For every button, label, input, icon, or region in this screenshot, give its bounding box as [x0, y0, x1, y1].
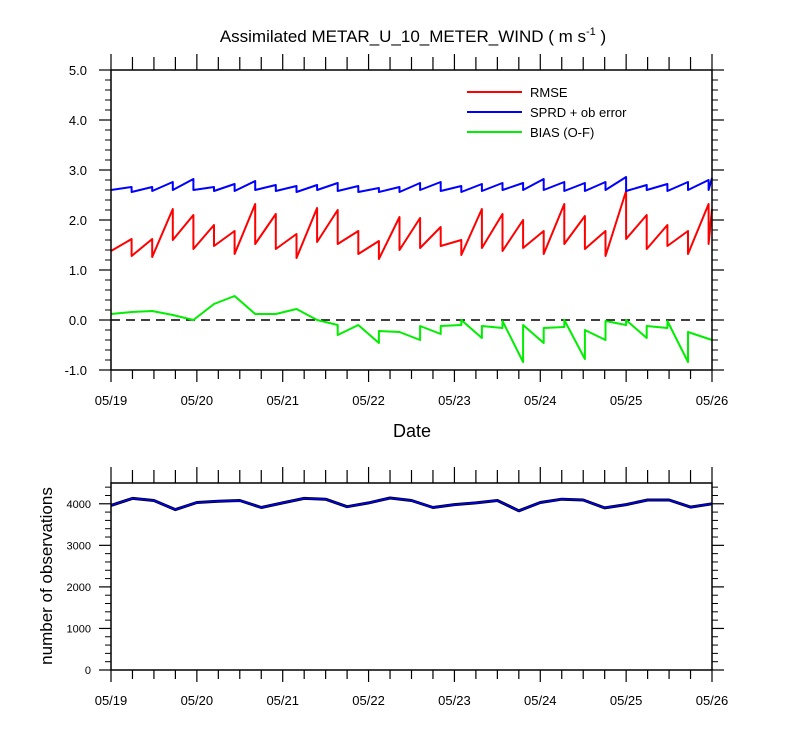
chart-title-end: ) [596, 27, 606, 46]
bottom-series-layer [110, 496, 713, 513]
chart-title: Assimilated METAR_U_10_METER_WIND ( m s-… [220, 26, 606, 46]
top-chart: Assimilated METAR_U_10_METER_WIND ( m s-… [65, 26, 729, 441]
x-tick-label: 05/26 [696, 393, 729, 408]
x-tick-label: 05/19 [95, 693, 128, 708]
legend: RMSE SPRD + ob error BIAS (O-F) [467, 85, 627, 140]
x-tick-label: 05/24 [524, 693, 557, 708]
x-tick-label: 05/26 [696, 693, 729, 708]
y-tick-label: 4000 [67, 499, 91, 511]
series-line-0 [110, 190, 713, 260]
y-tick-label: -1.0 [65, 363, 87, 378]
y-tick-label: 0.0 [69, 313, 87, 328]
x-axis-label: Date [393, 421, 431, 441]
y-tick-label: 3.0 [69, 163, 87, 178]
legend-label-0: RMSE [530, 85, 568, 100]
x-tick-label: 05/23 [438, 693, 471, 708]
x-tick-label: 05/24 [524, 393, 557, 408]
chart-title-superscript: -1 [586, 26, 596, 38]
legend-label-1: SPRD + ob error [530, 105, 627, 120]
x-tick-label: 05/25 [610, 393, 643, 408]
bottom-plot-frame [110, 482, 713, 671]
x-tick-label: 05/25 [610, 693, 643, 708]
x-tick-label: 05/22 [352, 693, 385, 708]
y-tick-label: 5.0 [69, 63, 87, 78]
series-line-1 [110, 176, 713, 193]
legend-label-2: BIAS (O-F) [530, 125, 594, 140]
top-axes-layer: -1.0 0.0 1.0 2.0 3.0 4.0 5.0 05/19 05/20 05/21 05/… [65, 54, 729, 408]
y-tick-label: 4.0 [69, 113, 87, 128]
series-line-2 [110, 295, 713, 363]
x-tick-label: 05/20 [181, 693, 214, 708]
bottom-chart: 0 1000 2000 3000 4000 05/19 05/20 05/21 05/22 05/… [37, 467, 728, 708]
bottom-axes-layer: 0 1000 2000 3000 4000 05/19 05/20 05/21 05/22 05/… [67, 467, 729, 708]
x-tick-label: 05/19 [95, 393, 128, 408]
top-series-layer [110, 176, 713, 363]
y-tick-label: 1.0 [69, 263, 87, 278]
observations-line [110, 497, 713, 512]
x-tick-label: 05/21 [266, 393, 299, 408]
x-tick-label: 05/23 [438, 393, 471, 408]
y-tick-label: 2000 [67, 582, 91, 594]
x-tick-label: 05/20 [181, 393, 214, 408]
x-tick-label: 05/22 [352, 393, 385, 408]
x-tick-label: 05/21 [266, 693, 299, 708]
y-tick-label: 3000 [67, 540, 91, 552]
y-tick-label: 2.0 [69, 213, 87, 228]
y-tick-label: 0 [85, 665, 91, 677]
y-axis-label-observations: number of observations [37, 487, 56, 665]
y-tick-label: 1000 [67, 623, 91, 635]
chart-title-main: Assimilated METAR_U_10_METER_WIND ( m s [220, 27, 586, 46]
